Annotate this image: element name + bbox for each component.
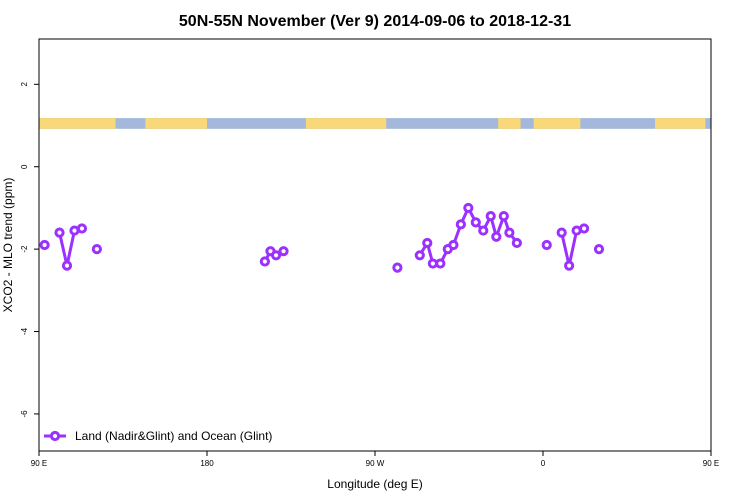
data-point: [504, 227, 515, 238]
x-axis-label: Longitude (deg E): [327, 477, 422, 491]
data-point: [448, 239, 459, 251]
data-point: [478, 225, 489, 236]
data-point: [541, 239, 552, 251]
data-point: [511, 237, 522, 249]
data-point: [470, 217, 481, 228]
land-segment: [498, 118, 521, 129]
data-point: [556, 227, 567, 238]
data-point: [392, 262, 403, 273]
x-tick-label: 90 W: [366, 459, 385, 468]
data-point: [54, 227, 65, 238]
data-point: [435, 258, 446, 269]
y-tick-label: 0: [20, 164, 29, 169]
legend-label: Land (Nadir&Glint) and Ocean (Glint): [75, 429, 272, 443]
land-segment: [39, 118, 116, 129]
x-tick-label: 90 E: [31, 459, 47, 468]
legend-marker: [49, 430, 61, 442]
land-segment: [655, 118, 706, 129]
data-series: [39, 202, 605, 273]
data-point: [491, 231, 502, 242]
data-point: [39, 239, 50, 251]
y-axis-label: XCO2 - MLO trend (ppm): [1, 178, 15, 313]
data-point: [422, 237, 433, 249]
land-segment: [145, 118, 207, 129]
data-point: [593, 244, 605, 255]
legend: Land (Nadir&Glint) and Ocean (Glint): [44, 429, 272, 443]
land-segment: [533, 118, 581, 129]
x-axis: 90 E 180 90 W 0 90 E: [31, 451, 719, 468]
x-tick-label: 0: [541, 459, 546, 468]
data-point: [414, 250, 425, 261]
land-ocean-band: [39, 118, 711, 129]
data-point: [498, 211, 509, 222]
land-segment: [305, 118, 387, 129]
y-tick-label: -6: [20, 410, 29, 418]
data-point: [270, 250, 282, 261]
x-tick-label: 180: [200, 459, 214, 468]
data-point: [76, 223, 88, 234]
y-axis: 2 0 -2 -4 -6: [20, 82, 39, 418]
data-point: [61, 260, 73, 271]
y-tick-label: -4: [20, 327, 29, 335]
data-point: [455, 219, 466, 230]
plot-frame: [38, 38, 712, 452]
data-point: [485, 211, 496, 222]
x-tick-label: 90 E: [703, 459, 719, 468]
data-point: [463, 202, 474, 214]
data-point: [278, 246, 289, 257]
chart-title: 50N-55N November (Ver 9) 2014-09-06 to 2…: [179, 13, 571, 30]
data-point: [564, 260, 575, 271]
data-point: [259, 256, 270, 267]
data-point: [578, 223, 590, 234]
y-tick-label: -2: [20, 245, 29, 253]
y-tick-label: 2: [20, 82, 29, 87]
data-point: [91, 244, 102, 255]
